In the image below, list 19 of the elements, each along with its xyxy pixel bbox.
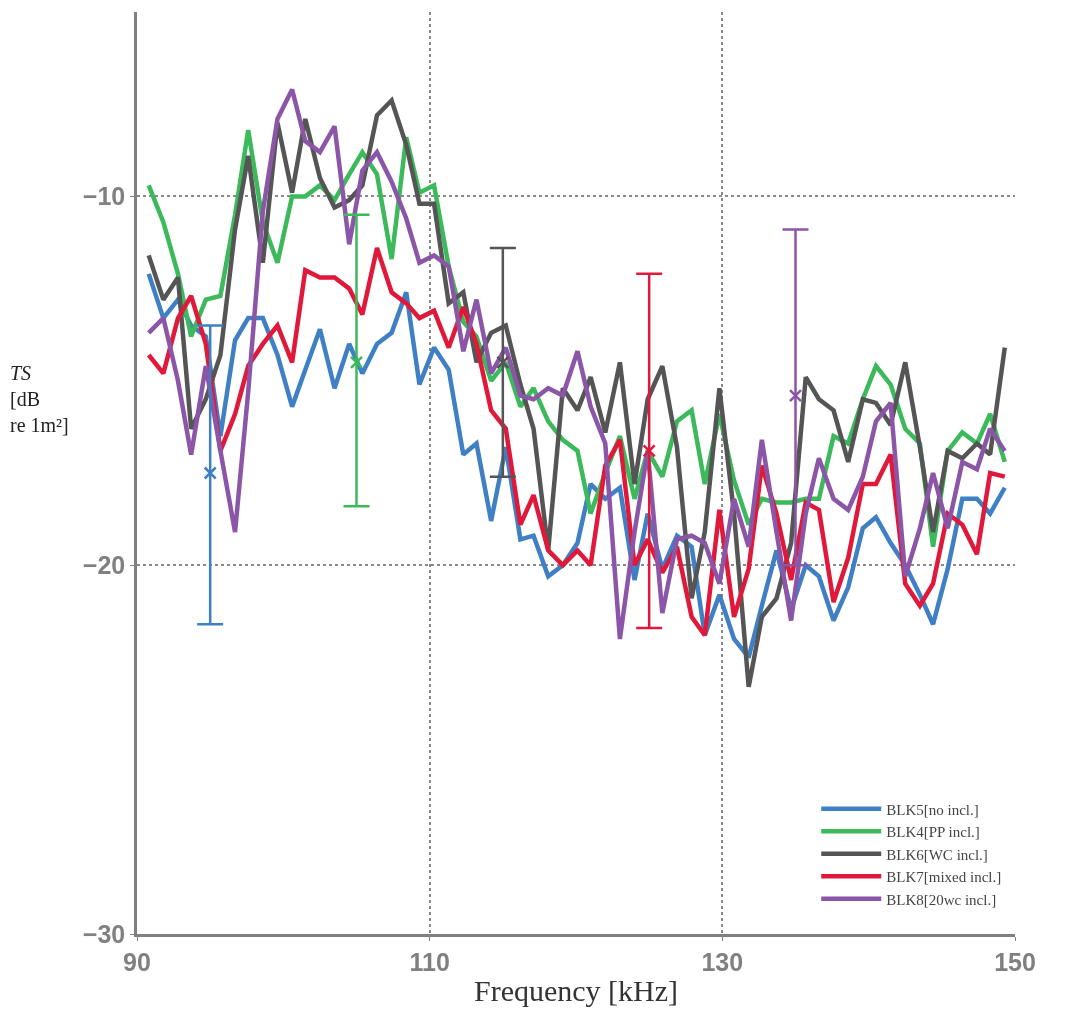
point xyxy=(349,355,364,370)
x-tick-label: 150 xyxy=(994,947,1036,976)
point xyxy=(203,466,217,480)
point xyxy=(788,388,803,403)
point xyxy=(496,355,510,370)
legend-label: BLK7[mixed incl.] xyxy=(886,869,1002,886)
x-tick-label: 90 xyxy=(123,947,151,976)
y-tick-label: −30 xyxy=(82,919,126,948)
legend-label: BLK4[PP incl.] xyxy=(886,824,980,841)
point xyxy=(642,444,656,458)
x-tick-label: 110 xyxy=(409,947,450,976)
y-tick-label: −10 xyxy=(82,182,126,211)
legend-label: BLK6[WC incl.] xyxy=(886,846,988,863)
legend-label: BLK8[20wc incl.] xyxy=(886,891,997,908)
y-tick-label: −20 xyxy=(82,550,126,579)
legend-label: BLK5[no incl.] xyxy=(886,801,979,818)
y-axis-title: TS [dB re 1m²] xyxy=(10,362,69,436)
x-tick-label: 130 xyxy=(701,947,744,976)
x-axis-title: Frequency [kHz] xyxy=(473,974,679,1008)
